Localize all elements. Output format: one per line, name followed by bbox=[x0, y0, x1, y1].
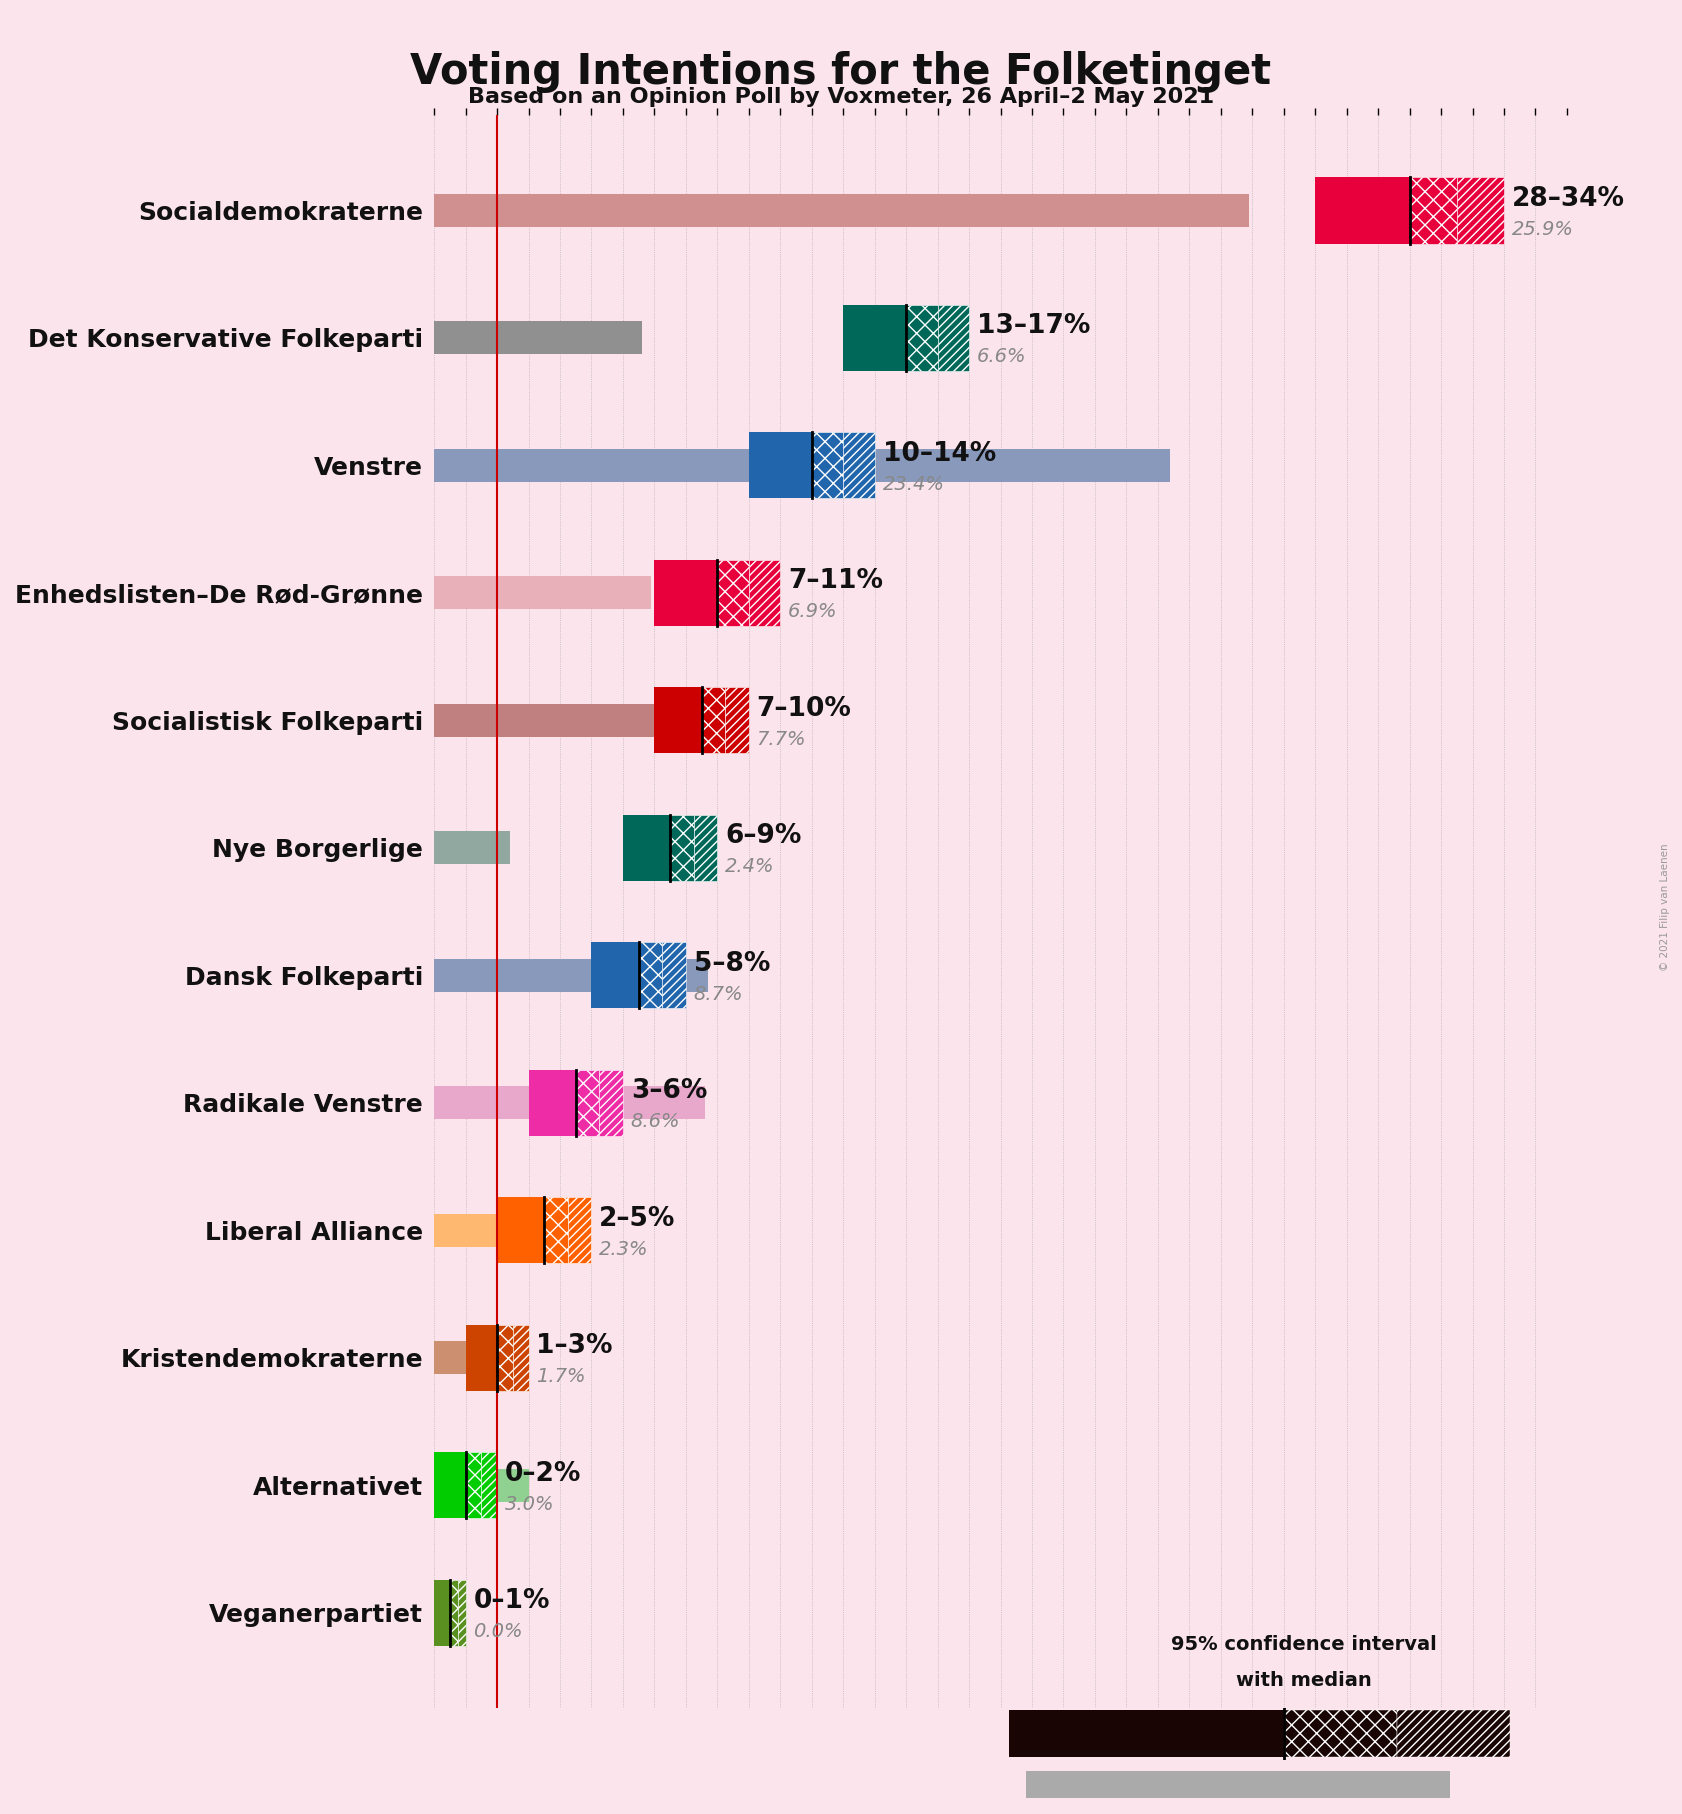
Bar bbox=[434, 194, 1250, 227]
Bar bbox=[434, 1087, 705, 1119]
Text: 6–9%: 6–9% bbox=[725, 824, 802, 849]
Bar bbox=[1285, 1711, 1398, 1758]
Text: Voting Intentions for the Folketinget: Voting Intentions for the Folketinget bbox=[410, 51, 1272, 93]
Bar bbox=[545, 1197, 569, 1263]
Bar bbox=[725, 688, 748, 753]
Text: 2.4%: 2.4% bbox=[725, 858, 775, 876]
Bar bbox=[434, 1451, 466, 1518]
Bar bbox=[663, 941, 686, 1009]
Text: 2.3%: 2.3% bbox=[599, 1239, 649, 1259]
Bar bbox=[434, 577, 651, 610]
Text: 7–11%: 7–11% bbox=[789, 568, 883, 595]
Bar bbox=[513, 1324, 528, 1391]
Text: 8.6%: 8.6% bbox=[631, 1112, 680, 1132]
Text: 28–34%: 28–34% bbox=[1512, 185, 1625, 212]
Text: 2–5%: 2–5% bbox=[599, 1206, 676, 1232]
Bar bbox=[669, 814, 693, 882]
Text: 10–14%: 10–14% bbox=[883, 441, 996, 466]
Text: 7–10%: 7–10% bbox=[757, 697, 851, 722]
Bar bbox=[1026, 1770, 1450, 1798]
Bar bbox=[434, 321, 643, 354]
Bar bbox=[434, 1341, 488, 1375]
Bar bbox=[622, 814, 669, 882]
Bar bbox=[449, 1580, 458, 1645]
Text: 3.0%: 3.0% bbox=[505, 1495, 555, 1515]
Text: 1.7%: 1.7% bbox=[537, 1368, 585, 1386]
Bar bbox=[843, 305, 907, 372]
Bar bbox=[843, 432, 875, 499]
Text: Based on an Opinion Poll by Voxmeter, 26 April–2 May 2021: Based on an Opinion Poll by Voxmeter, 26… bbox=[468, 87, 1214, 107]
Bar bbox=[569, 1197, 592, 1263]
Text: 7.7%: 7.7% bbox=[757, 729, 806, 749]
Text: 23.4%: 23.4% bbox=[883, 475, 944, 493]
Bar bbox=[1009, 1711, 1285, 1758]
Bar bbox=[701, 688, 725, 753]
Bar bbox=[654, 561, 717, 626]
Bar bbox=[748, 561, 780, 626]
Bar bbox=[592, 941, 639, 1009]
Bar bbox=[434, 960, 708, 992]
Bar bbox=[639, 941, 663, 1009]
Text: © 2021 Filip van Laenen: © 2021 Filip van Laenen bbox=[1660, 844, 1670, 970]
Text: 0.0%: 0.0% bbox=[473, 1622, 523, 1642]
Text: 0–2%: 0–2% bbox=[505, 1460, 582, 1487]
Text: 6.9%: 6.9% bbox=[789, 602, 838, 622]
Bar bbox=[693, 814, 717, 882]
Bar bbox=[937, 305, 969, 372]
Bar bbox=[575, 1070, 599, 1136]
Text: 1–3%: 1–3% bbox=[537, 1333, 612, 1359]
Bar bbox=[1457, 178, 1504, 243]
Bar bbox=[528, 1070, 575, 1136]
Bar bbox=[434, 1469, 528, 1502]
Text: 25.9%: 25.9% bbox=[1512, 219, 1574, 239]
Bar bbox=[434, 831, 510, 863]
Bar bbox=[434, 704, 676, 736]
Bar bbox=[434, 1214, 506, 1246]
Text: 13–17%: 13–17% bbox=[977, 314, 1090, 339]
Bar bbox=[812, 432, 843, 499]
Bar bbox=[498, 1197, 545, 1263]
Bar bbox=[907, 305, 937, 372]
Bar bbox=[434, 1580, 449, 1645]
Bar bbox=[434, 448, 1171, 483]
Text: 6.6%: 6.6% bbox=[977, 348, 1026, 366]
Bar bbox=[1398, 1711, 1509, 1758]
Bar bbox=[466, 1324, 498, 1391]
Bar bbox=[654, 688, 701, 753]
Text: 95% confidence interval: 95% confidence interval bbox=[1171, 1636, 1436, 1654]
Bar bbox=[1410, 178, 1457, 243]
Bar bbox=[498, 1324, 513, 1391]
Text: 3–6%: 3–6% bbox=[631, 1078, 706, 1105]
Bar bbox=[481, 1451, 498, 1518]
Text: with median: with median bbox=[1236, 1671, 1371, 1689]
Text: 5–8%: 5–8% bbox=[693, 951, 770, 976]
Bar bbox=[458, 1580, 466, 1645]
Bar bbox=[1315, 178, 1410, 243]
Text: 8.7%: 8.7% bbox=[693, 985, 743, 1003]
Bar bbox=[717, 561, 748, 626]
Bar bbox=[748, 432, 812, 499]
Bar bbox=[599, 1070, 622, 1136]
Text: 0–1%: 0–1% bbox=[473, 1589, 550, 1614]
Bar bbox=[466, 1451, 481, 1518]
